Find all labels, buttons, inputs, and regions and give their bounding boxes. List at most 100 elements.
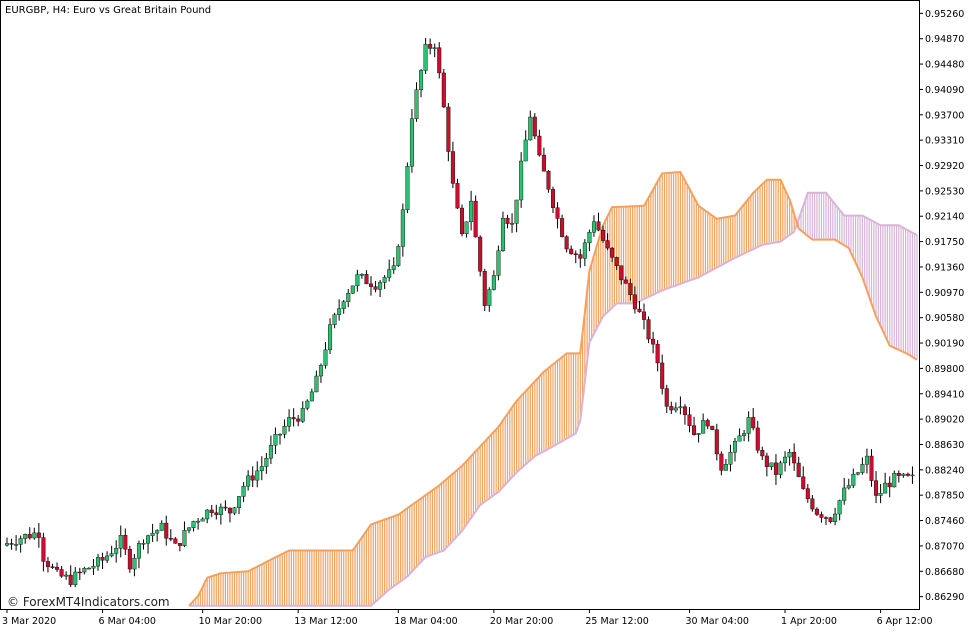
candle	[250, 466, 255, 488]
bull-candle-body	[64, 574, 69, 577]
bear-candle-body	[291, 417, 296, 420]
bull-candle-body	[186, 527, 191, 531]
senkou-span-b	[189, 191, 918, 607]
candle	[783, 451, 788, 472]
candle	[200, 517, 205, 522]
candle	[569, 245, 574, 255]
bear-candle-body	[605, 240, 610, 249]
plot-frame	[0, 0, 920, 610]
candle	[478, 235, 483, 277]
candle	[719, 451, 724, 476]
bull-candle-body	[4, 543, 9, 546]
bull-candle-body	[742, 433, 747, 437]
bull-candle-body	[391, 265, 396, 270]
bull-candle-body	[95, 557, 100, 567]
candle	[36, 522, 41, 548]
y-tick-label: 0.87070	[925, 541, 964, 552]
bear-candle-body	[573, 253, 578, 255]
bear-candle-body	[209, 509, 214, 513]
bear-candle-body	[537, 135, 542, 156]
candle	[673, 402, 678, 413]
candle	[86, 567, 91, 570]
bull-candle-body	[469, 200, 474, 223]
candle	[41, 532, 46, 572]
candle	[469, 190, 474, 231]
candle	[423, 37, 428, 74]
bear-candle-body	[36, 532, 41, 538]
bull-candle-body	[423, 44, 428, 71]
bear-candle-body	[655, 343, 660, 364]
bear-candle-body	[819, 514, 824, 518]
candle	[723, 458, 728, 471]
candle	[623, 276, 628, 284]
candle	[646, 316, 651, 344]
bear-candle-body	[223, 506, 228, 509]
candle	[687, 407, 692, 433]
bear-candle-body	[596, 221, 601, 231]
candle	[18, 535, 23, 553]
bear-candle-body	[177, 543, 182, 546]
bull-candle-body	[341, 301, 346, 309]
bull-candle-body	[723, 464, 728, 471]
bear-candle-body	[710, 425, 715, 430]
bull-candle-body	[864, 455, 869, 465]
bear-candle-body	[473, 200, 478, 238]
bull-candle-body	[14, 544, 19, 546]
bear-candle-body	[441, 72, 446, 108]
candle	[246, 470, 251, 491]
candle	[105, 551, 110, 564]
bear-candle-body	[168, 538, 173, 540]
bear-candle-body	[173, 538, 178, 544]
y-tick-label: 0.91360	[925, 262, 964, 273]
bull-candle-body	[105, 555, 110, 561]
candle	[792, 443, 797, 471]
bull-candle-body	[182, 530, 187, 546]
bear-candle-body	[250, 475, 255, 481]
bull-candle-body	[246, 475, 251, 487]
candle	[332, 312, 337, 329]
candle	[860, 457, 865, 475]
candle	[132, 553, 137, 577]
candle	[278, 433, 283, 445]
bear-candle-body	[373, 286, 378, 290]
bull-candle-body	[405, 165, 410, 210]
bull-candle-body	[737, 435, 742, 442]
bull-candle-body	[487, 289, 492, 306]
candle	[787, 449, 792, 466]
candle	[660, 354, 665, 395]
candle	[364, 270, 369, 285]
candle	[546, 169, 551, 193]
candles	[4, 37, 915, 588]
candle	[846, 478, 851, 490]
candle	[164, 515, 169, 546]
time-axis[interactable]: 3 Mar 2020 6 Mar 04:00 10 Mar 20:00 13 Mar …	[2, 609, 933, 627]
candle	[227, 507, 232, 523]
bull-candle-body	[378, 282, 383, 290]
bear-candle-body	[127, 549, 132, 570]
bull-candle-body	[300, 407, 305, 422]
bull-candle-body	[318, 365, 323, 377]
candle	[23, 533, 28, 544]
bear-candle-body	[601, 229, 606, 241]
bull-candle-body	[118, 535, 123, 549]
price-axis[interactable]: 0.95260 0.94870 0.94480 0.94090 0.93700 0.933…	[919, 9, 964, 603]
candle	[82, 566, 87, 575]
candle	[273, 427, 278, 454]
candle	[751, 407, 756, 431]
candle	[824, 516, 829, 525]
bull-candle-body	[23, 534, 28, 539]
bear-candle-body	[814, 508, 819, 515]
bull-candle-body	[305, 400, 310, 409]
bear-candle-body	[810, 498, 815, 510]
candle	[487, 287, 492, 312]
candle	[728, 444, 733, 472]
bull-candle-body	[500, 217, 505, 251]
bear-candle-body	[227, 507, 232, 514]
candle	[405, 162, 410, 214]
bull-candle-body	[237, 496, 242, 508]
x-tick-label: 25 Mar 12:00	[585, 616, 648, 627]
candle	[705, 418, 710, 430]
